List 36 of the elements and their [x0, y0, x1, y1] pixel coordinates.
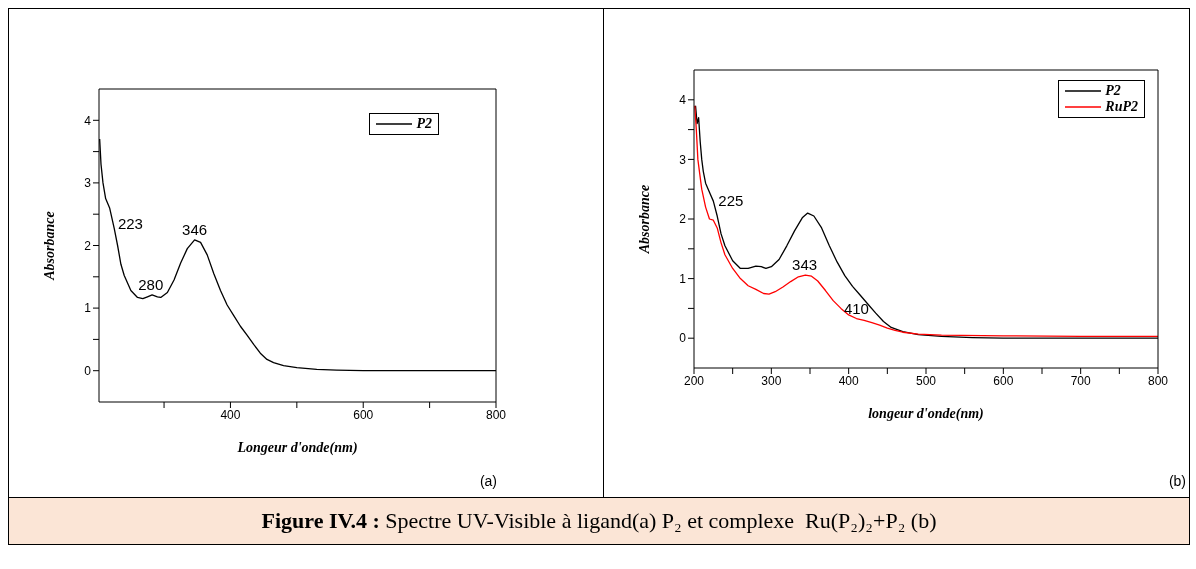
y-tick-label: 2 [84, 238, 92, 253]
y-tick-label: 3 [679, 152, 687, 167]
annotation: 280 [138, 275, 164, 293]
x-tick-label: 800 [485, 407, 507, 422]
x-tick-label: 500 [915, 373, 937, 388]
x-tick-label: 800 [1147, 373, 1169, 388]
text: (a) [479, 473, 497, 489]
x-tick-label: 300 [761, 373, 782, 388]
annotation: 346 [182, 220, 208, 238]
y-tick-label: 3 [84, 176, 92, 191]
legend-label: RuP2 [1105, 99, 1138, 115]
annotation: 223 [117, 214, 143, 232]
legend-label: P2 [416, 116, 432, 132]
annotation: 343 [792, 256, 818, 274]
legend-label: P2 [1105, 83, 1121, 99]
y-tick-label: 0 [84, 363, 92, 378]
y-axis-title: Absorbance [636, 184, 652, 255]
y-tick-label: 4 [84, 113, 92, 128]
annotation: 410 [843, 299, 869, 317]
x-tick-label: 700 [1070, 373, 1091, 388]
y-tick-label: 0 [679, 331, 687, 346]
x-axis-title: longeur d'onde(nm) [868, 406, 984, 422]
text: (b) [1168, 473, 1186, 489]
x-tick-label: 600 [993, 373, 1014, 388]
x-tick-label: 600 [353, 407, 374, 422]
x-tick-label: 400 [838, 373, 859, 388]
y-tick-label: 4 [679, 93, 687, 108]
annotation: 225 [718, 192, 744, 210]
x-axis-title: Longeur d'onde(nm) [236, 440, 358, 456]
y-tick-label: 2 [679, 212, 687, 227]
text: Figure IV.4 : Spectre UV-Visible à ligand(a) P₂ et complexe Ru(P₂)₂+P₂ (b) [261, 508, 937, 534]
x-tick-label: 200 [683, 373, 705, 388]
y-axis-title: Absorbance [41, 211, 57, 281]
x-tick-label: 400 [220, 407, 241, 422]
y-tick-label: 1 [679, 271, 687, 286]
y-tick-label: 1 [84, 301, 92, 316]
